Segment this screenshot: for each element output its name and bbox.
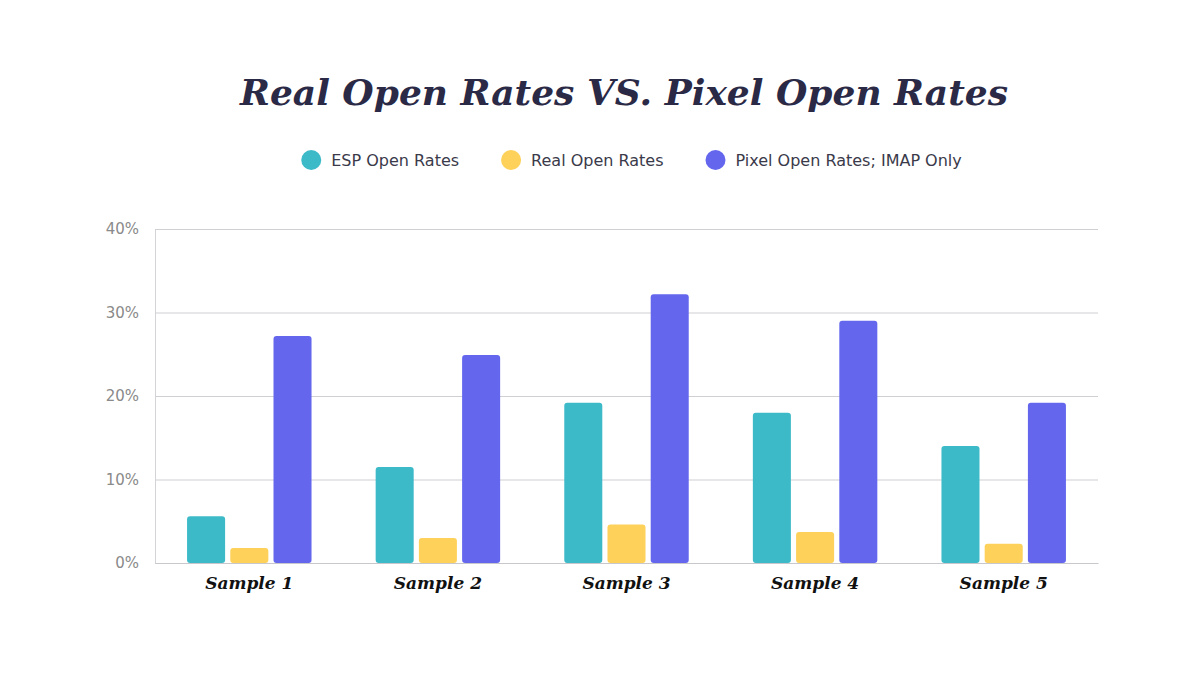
bar-group [753,321,877,563]
legend: ESP Open Rates Real Open Rates Pixel Open … [301,150,962,170]
bar [796,532,834,563]
x-axis-line [156,563,1099,564]
legend-label: ESP Open Rates [331,151,459,170]
bar [564,403,602,563]
x-tick: Sample 3 [582,563,670,593]
x-tick: Sample 5 [960,563,1048,593]
bar [462,355,500,563]
y-axis: 0% 10% 20% 30% 40% [106,220,1098,572]
bar [230,548,268,563]
grid-line [155,313,1098,314]
y-tick-label: 30% [106,304,139,322]
bar [376,467,414,563]
bar [419,538,457,563]
legend-item: Real Open Rates [501,150,663,170]
grid-line [155,563,1098,564]
legend-label: Real Open Rates [531,151,663,170]
bar [651,294,689,563]
x-tick-label: Sample 2 [394,573,482,593]
legend-label: Pixel Open Rates; IMAP Only [736,151,962,170]
x-tick: Sample 2 [394,563,482,593]
legend-item: Pixel Open Rates; IMAP Only [706,150,962,170]
bar-group [941,403,1065,563]
legend-marker [301,150,321,170]
x-tick: Sample 1 [205,563,293,593]
y-tick-label: 20% [106,387,139,405]
x-tick-label: Sample 3 [582,573,670,593]
y-tick: 40% [106,220,1098,238]
bar [985,544,1023,563]
bars [187,294,1066,563]
legend-marker [501,150,521,170]
x-tick-label: Sample 1 [205,573,293,593]
bar-group [187,336,311,563]
y-tick-label: 40% [106,220,139,238]
bar [607,525,645,563]
bar [1028,403,1066,563]
y-axis-line [156,230,1099,564]
y-tick: 30% [106,304,1098,322]
x-tick-label: Sample 5 [960,573,1048,593]
y-tick-label: 10% [106,471,139,489]
bar [941,446,979,563]
bar [187,516,225,563]
x-tick-label: Sample 4 [771,573,859,593]
x-tick: Sample 4 [771,563,859,593]
y-tick-label: 0% [115,554,139,572]
legend-marker [706,150,726,170]
bar-group [376,355,500,563]
bar [839,321,877,563]
y-tick: 20% [106,387,1098,405]
bar [274,336,312,563]
bar [753,413,791,563]
title: Real Open Rates VS. Pixel Open Rates [239,71,1008,113]
bar-group [564,294,688,563]
grid-line [155,229,1098,230]
legend-item: ESP Open Rates [301,150,459,170]
x-axis: Sample 1 Sample 2 Sample 3 Sample 4 Sample 5 [156,563,1099,593]
chart: Real Open Rates VS. Pixel Open Rates 0% 10… [0,0,1200,680]
